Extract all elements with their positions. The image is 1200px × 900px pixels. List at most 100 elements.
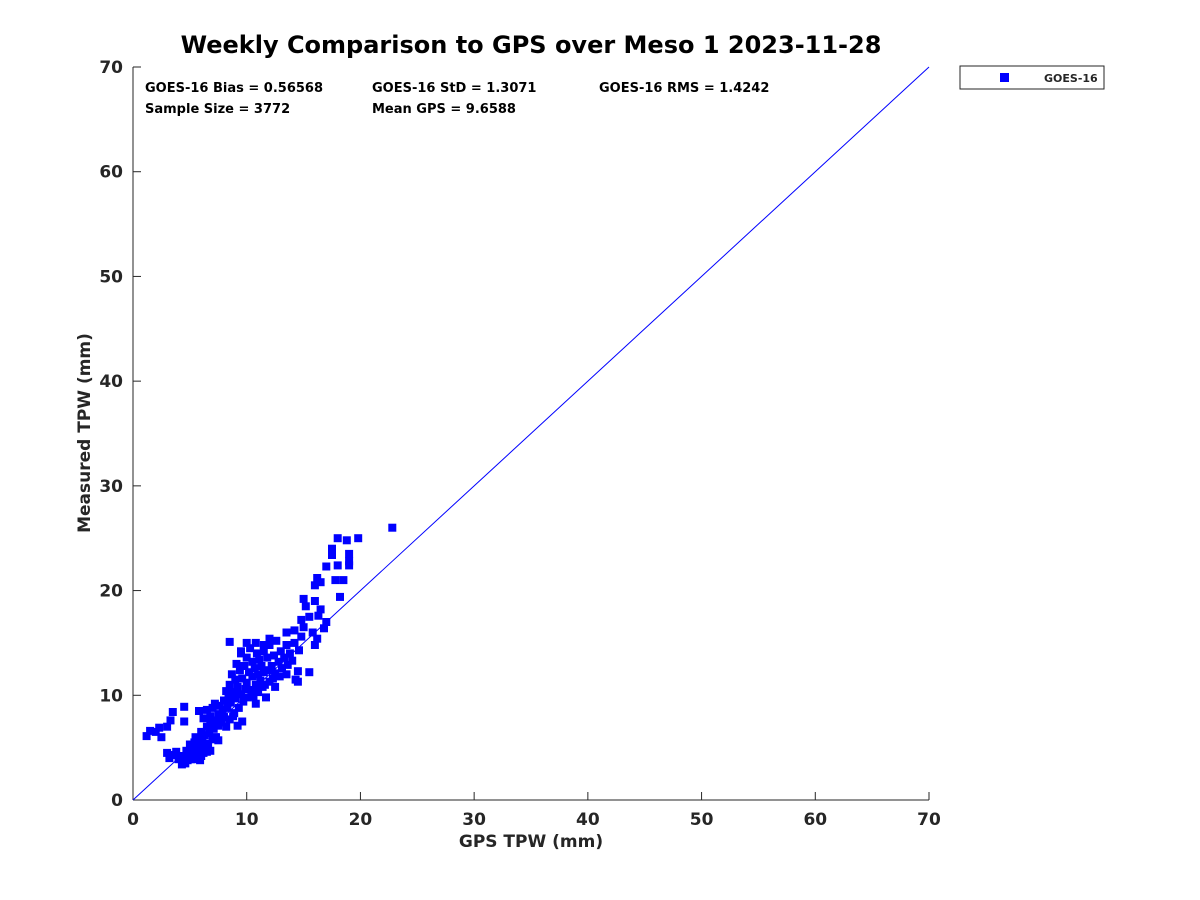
x-tick-label-3: 30 — [462, 810, 486, 830]
data-point — [200, 731, 209, 740]
data-point — [290, 626, 299, 635]
data-point — [237, 690, 245, 699]
data-point — [172, 747, 181, 756]
data-point — [283, 660, 292, 669]
x-tick-label-7: 70 — [917, 810, 941, 830]
data-point — [202, 705, 211, 714]
data-point — [264, 666, 273, 675]
data-point — [297, 632, 306, 641]
x-tick-label-0: 0 — [127, 810, 139, 830]
data-point — [249, 692, 258, 701]
data-point — [310, 641, 319, 649]
data-point — [271, 669, 280, 678]
data-point — [246, 644, 255, 653]
data-point — [288, 656, 297, 665]
data-point — [229, 688, 238, 697]
data-point — [220, 696, 228, 705]
data-point — [163, 722, 172, 731]
y-tick-label-6: 60 — [99, 163, 123, 183]
x-tick-label-2: 20 — [349, 810, 373, 830]
data-point — [299, 594, 308, 603]
data-point — [180, 702, 189, 711]
data-point — [290, 638, 299, 647]
one-to-one-line — [132, 66, 930, 801]
data-point — [225, 637, 234, 646]
y-tick-label-3: 30 — [99, 477, 123, 497]
y-tick-label-4: 40 — [99, 372, 123, 392]
data-point — [282, 641, 291, 649]
data-point — [267, 662, 276, 670]
data-point — [241, 685, 250, 693]
data-point — [257, 662, 266, 670]
legend-marker — [1000, 73, 1009, 82]
data-point — [225, 680, 234, 689]
data-points — [142, 523, 397, 769]
data-point — [254, 688, 263, 697]
data-point — [146, 726, 155, 735]
y-tick-label-2: 20 — [99, 582, 123, 602]
data-point — [328, 551, 336, 559]
stat-bias: GOES-16 Bias = 0.56568 — [145, 81, 323, 96]
chart-title: Weekly Comparison to GPS over Meso 1 202… — [181, 31, 882, 59]
data-point — [247, 686, 256, 694]
data-point — [229, 712, 238, 721]
data-point — [354, 534, 363, 543]
x-tick-label-4: 40 — [576, 810, 600, 830]
x-tick-label-1: 10 — [235, 810, 259, 830]
data-point — [276, 647, 285, 656]
data-point — [316, 578, 325, 587]
data-point — [274, 657, 283, 666]
data-point — [240, 662, 249, 670]
data-point — [218, 705, 227, 714]
data-point — [313, 634, 322, 643]
data-point — [190, 738, 199, 747]
data-point — [192, 747, 201, 756]
data-point — [297, 615, 306, 624]
data-point — [235, 666, 244, 675]
data-point — [198, 737, 207, 746]
data-point — [205, 729, 214, 737]
data-point — [265, 634, 274, 643]
data-point — [180, 717, 189, 726]
axes: 0 10 20 30 40 50 60 70 0 10 20 30 40 50 60 70 — [99, 58, 941, 830]
data-point — [314, 611, 323, 620]
data-point — [226, 698, 235, 707]
data-point — [305, 612, 314, 621]
data-point — [185, 740, 194, 749]
data-point — [238, 717, 247, 726]
data-point — [248, 657, 257, 666]
data-point — [224, 692, 233, 701]
data-point — [252, 649, 261, 658]
data-point — [333, 534, 342, 543]
data-point — [195, 707, 203, 715]
data-point — [242, 653, 251, 662]
data-point — [245, 668, 253, 677]
data-point — [272, 636, 281, 645]
data-point — [293, 677, 302, 686]
data-point — [388, 523, 397, 532]
data-point — [282, 670, 291, 679]
legend-box — [959, 65, 1105, 90]
data-point — [155, 723, 164, 732]
data-point — [293, 667, 302, 676]
x-axis-label: GPS TPW (mm) — [459, 832, 603, 852]
y-tick-label-5: 50 — [99, 267, 123, 287]
data-point — [242, 638, 251, 647]
data-point — [251, 680, 260, 689]
data-point — [248, 672, 257, 681]
data-point — [320, 624, 328, 633]
data-point — [197, 742, 206, 751]
data-point — [215, 701, 224, 710]
data-point — [275, 672, 284, 681]
data-point — [259, 641, 268, 649]
data-point — [299, 623, 308, 632]
data-point — [206, 746, 215, 755]
data-point — [188, 745, 197, 754]
data-point — [233, 721, 242, 730]
data-point — [260, 680, 269, 689]
data-point — [250, 664, 259, 673]
data-point — [232, 659, 241, 668]
data-point — [251, 699, 260, 708]
data-point — [345, 549, 354, 558]
